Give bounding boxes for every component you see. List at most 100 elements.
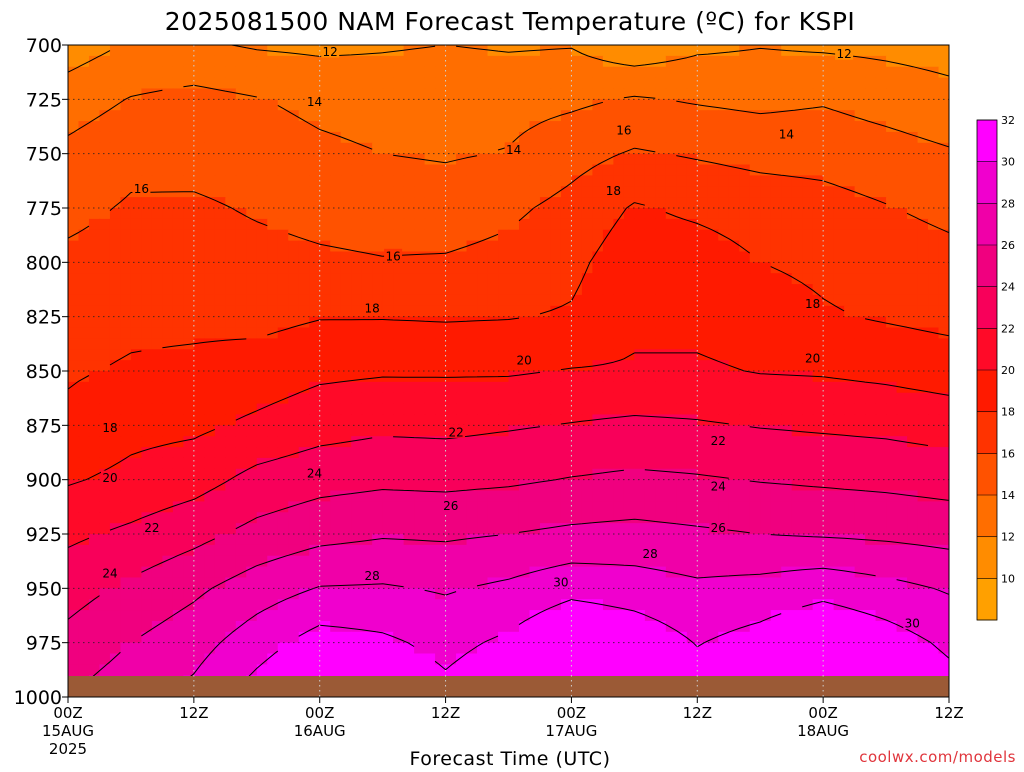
heatmap-cell — [193, 555, 205, 568]
heatmap-cell — [351, 229, 363, 242]
heatmap-cell — [802, 501, 814, 513]
heatmap-cell — [246, 218, 258, 231]
heatmap-cell — [781, 88, 793, 100]
heatmap-cell — [99, 240, 111, 253]
heatmap-cell — [351, 55, 363, 68]
heatmap-cell — [487, 197, 499, 209]
heatmap-cell — [917, 512, 929, 524]
heatmap-cell — [529, 479, 541, 492]
heatmap-cell — [875, 186, 887, 198]
heatmap-cell — [288, 523, 300, 535]
heatmap-cell — [560, 523, 573, 535]
heatmap-cell — [330, 447, 342, 459]
heatmap-cell — [644, 653, 656, 665]
heatmap-cell — [602, 425, 614, 437]
heatmap-cell — [655, 99, 667, 111]
heatmap-cell — [833, 577, 845, 589]
heatmap-cell — [393, 381, 405, 394]
heatmap-cell — [193, 55, 205, 68]
heatmap-cell — [193, 121, 205, 133]
heatmap-cell — [655, 512, 667, 524]
heatmap-cell — [728, 577, 740, 589]
heatmap-cell — [214, 175, 226, 187]
heatmap-cell — [403, 577, 415, 589]
heatmap-cell — [875, 555, 887, 568]
heatmap-cell — [151, 327, 163, 339]
heatmap-cell — [686, 208, 698, 220]
heatmap-cell — [309, 523, 321, 535]
heatmap-cell — [823, 447, 835, 459]
heatmap-cell — [235, 218, 247, 231]
heatmap-cell — [235, 523, 247, 535]
heatmap-cell — [235, 555, 247, 568]
heatmap-cell — [498, 425, 510, 437]
heatmap-cell — [560, 436, 573, 448]
heatmap-cell — [256, 338, 268, 350]
heatmap-cell — [130, 77, 143, 90]
heatmap-cell — [466, 142, 478, 155]
heatmap-cell — [791, 186, 803, 198]
heatmap-cell — [214, 436, 226, 448]
heatmap-cell — [770, 164, 782, 176]
heatmap-cell — [875, 131, 887, 144]
heatmap-cell — [403, 349, 415, 361]
heatmap-cell — [183, 349, 195, 361]
heatmap-cell — [445, 653, 457, 665]
heatmap-cell — [298, 164, 310, 176]
heatmap-cell — [445, 284, 457, 296]
heatmap-cell — [749, 273, 761, 285]
heatmap-cell — [109, 142, 122, 155]
heatmap-cell — [707, 371, 719, 383]
heatmap-cell — [235, 392, 247, 405]
heatmap-cell — [686, 218, 698, 231]
heatmap-cell — [424, 534, 436, 546]
heatmap-cell — [267, 566, 279, 579]
heatmap-cell — [529, 577, 541, 589]
heatmap-cell — [833, 55, 845, 68]
heatmap-cell — [518, 588, 531, 600]
heatmap-cell — [204, 240, 216, 253]
heatmap-cell — [508, 490, 520, 502]
heatmap-cell — [498, 610, 510, 622]
heatmap-cell — [781, 436, 793, 448]
heatmap-cell — [288, 490, 300, 502]
heatmap-cell — [340, 414, 352, 426]
heatmap-cell — [802, 45, 814, 57]
heatmap-cell — [424, 77, 436, 90]
heatmap-cell — [560, 512, 573, 524]
heatmap-cell — [760, 142, 772, 155]
heatmap-cell — [676, 349, 688, 361]
heatmap-cell — [718, 77, 730, 90]
heatmap-cell — [812, 620, 824, 633]
heatmap-cell — [172, 468, 184, 481]
heatmap-cell — [204, 599, 216, 611]
heatmap-cell — [120, 599, 132, 611]
heatmap-cell — [151, 436, 163, 448]
heatmap-cell — [120, 316, 132, 329]
heatmap-cell — [718, 99, 730, 111]
heatmap-cell — [592, 327, 604, 339]
heatmap-cell — [78, 77, 90, 90]
heatmap-cell — [498, 523, 510, 535]
heatmap-cell — [477, 186, 489, 198]
heatmap-cell — [235, 121, 247, 133]
heatmap-cell — [781, 544, 793, 557]
heatmap-cell — [256, 479, 268, 492]
heatmap-cell — [602, 327, 614, 339]
heatmap-cell — [277, 99, 289, 111]
heatmap-cell — [602, 534, 614, 546]
heatmap-cell — [529, 327, 541, 339]
heatmap-cell — [88, 620, 101, 633]
heatmap-cell — [823, 425, 835, 437]
heatmap-cell — [844, 642, 856, 655]
heatmap-cell — [602, 142, 614, 155]
heatmap-cell — [812, 240, 824, 253]
heatmap-cell — [403, 186, 415, 198]
heatmap-cell — [172, 653, 184, 665]
heatmap-cell — [760, 381, 772, 394]
heatmap-cell — [351, 45, 363, 57]
heatmap-cell — [665, 305, 677, 318]
heatmap-cell — [581, 131, 594, 144]
heatmap-cell — [68, 349, 80, 361]
heatmap-cell — [477, 414, 489, 426]
